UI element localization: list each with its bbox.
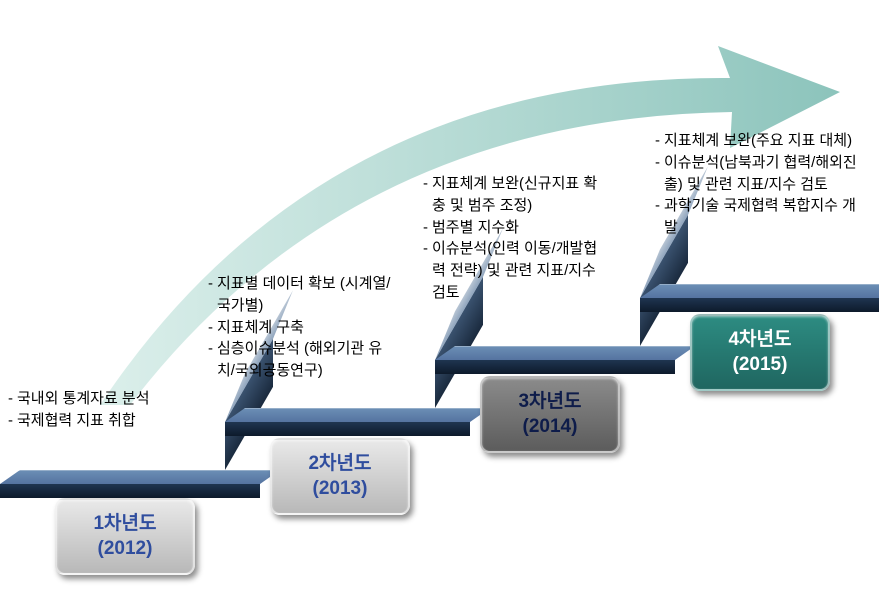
year-box-2: 2차년도 (2013) xyxy=(270,438,410,515)
year-box-1: 1차년도 (2012) xyxy=(55,498,195,575)
step-3-bar xyxy=(435,346,675,374)
staircase-diagram: 1차년도 (2012) 2차년도 (2013) 3차년도 (2014) 4차년도… xyxy=(0,0,879,594)
year-1-title: 1차년도 xyxy=(67,512,183,537)
year-3-year: (2014) xyxy=(492,415,608,440)
year-4-title: 4차년도 xyxy=(702,328,818,353)
year-2-title: 2차년도 xyxy=(282,452,398,477)
year-4-year: (2015) xyxy=(702,353,818,378)
year-3-title: 3차년도 xyxy=(492,390,608,415)
year-2-year: (2013) xyxy=(282,477,398,502)
year-1-year: (2012) xyxy=(67,537,183,562)
step-1-bar xyxy=(0,470,260,498)
bullets-year-2: -지표별 데이터 확보 (시계열/국가별) -지표체계 구축 -심층이슈분석 (… xyxy=(208,273,398,382)
bullets-year-3: -지표체계 보완(신규지표 확충 및 범주 조정) -범주별 지수화 -이슈분석… xyxy=(423,173,598,304)
bullets-year-1: -국내외 통계자료 분석 -국제협력 지표 취합 xyxy=(8,388,168,432)
step-2-bar xyxy=(225,408,470,436)
year-box-3: 3차년도 (2014) xyxy=(480,376,620,453)
step-4-bar xyxy=(640,284,879,312)
year-box-4: 4차년도 (2015) xyxy=(690,314,830,391)
bullets-year-4: -지표체계 보완(주요 지표 대체) -이슈분석(남북과기 협력/해외진출) 및… xyxy=(655,130,860,239)
